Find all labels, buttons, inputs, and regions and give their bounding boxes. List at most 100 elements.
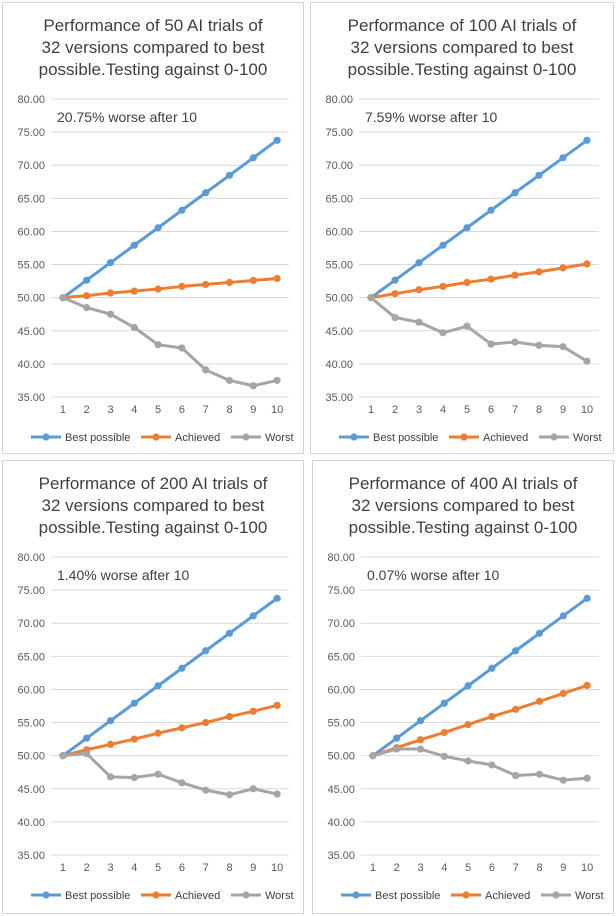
data-point [130, 323, 138, 332]
y-tick-label: 40.00 [17, 817, 45, 829]
data-point [416, 736, 425, 744]
chart-title-line: Performance of 200 AI trials of [39, 474, 268, 493]
legend-marker [552, 891, 560, 899]
x-tick-label: 3 [417, 862, 423, 874]
legend-marker [550, 433, 558, 441]
x-tick-label: 10 [581, 862, 593, 874]
data-point [535, 629, 544, 637]
legend-marker [42, 433, 50, 441]
data-point [416, 717, 425, 725]
data-point [464, 757, 472, 765]
data-point [83, 276, 91, 284]
data-point [367, 294, 375, 302]
data-point [154, 682, 162, 690]
y-tick-label: 70.00 [327, 618, 355, 630]
series-line [62, 703, 278, 758]
chart-title-line: possible.Testing against 0-100 [39, 518, 268, 537]
data-point [59, 752, 67, 760]
legend-entry: Achieved [175, 890, 220, 902]
x-tick-label: 6 [179, 862, 185, 874]
legend-marker [42, 891, 50, 899]
legend-marker [352, 891, 360, 899]
data-point [391, 290, 399, 298]
data-point [559, 776, 567, 784]
x-tick-label: 5 [155, 862, 161, 874]
data-point [249, 707, 257, 715]
data-point [202, 718, 210, 727]
x-tick-label: 2 [392, 404, 398, 416]
y-tick-label: 65.00 [327, 651, 355, 663]
chart-title-line: Performance of 50 AI trials of [43, 16, 262, 35]
x-tick-label: 7 [513, 862, 519, 874]
data-point [511, 271, 519, 279]
data-point [154, 770, 162, 778]
data-point [512, 705, 520, 713]
data-point [487, 340, 495, 348]
data-point [487, 275, 495, 283]
x-tick-label: 4 [441, 862, 447, 874]
data-point [512, 647, 520, 655]
series-line [370, 139, 588, 299]
x-tick-label: 7 [203, 404, 209, 416]
chart-annotation: 0.07% worse after 10 [367, 567, 500, 583]
data-point [583, 357, 591, 365]
data-point [559, 689, 567, 698]
x-tick-label: 8 [226, 862, 232, 874]
chart-panel-50-trials: Performance of 50 AI trials of 32 version… [2, 2, 304, 454]
y-tick-label: 55.00 [327, 718, 355, 730]
data-point [273, 790, 281, 798]
chart-panel-100-trials: Performance of 100 AI trials of 32 versio… [310, 2, 614, 454]
x-tick-label: 1 [368, 404, 374, 416]
y-tick-label: 45.00 [17, 326, 45, 338]
data-point [488, 712, 496, 721]
x-tick-label: 10 [271, 404, 283, 416]
series-line [62, 296, 278, 388]
data-point [463, 322, 471, 330]
data-point [439, 282, 447, 291]
legend-marker [242, 433, 250, 441]
y-tick-label: 70.00 [325, 160, 353, 172]
data-point [249, 785, 257, 793]
data-point [225, 712, 234, 721]
data-point [393, 734, 401, 742]
data-point [559, 343, 567, 351]
x-tick-label: 5 [465, 862, 471, 874]
legend-marker [462, 891, 470, 899]
data-point [83, 734, 91, 742]
chart-title-line: 32 versions compared to best [41, 496, 264, 515]
data-point [202, 647, 210, 655]
data-point [130, 735, 138, 743]
x-tick-label: 3 [107, 404, 113, 416]
y-tick-label: 35.00 [17, 392, 45, 404]
data-point [415, 318, 423, 326]
legend-marker [350, 433, 358, 441]
chart-annotation: 1.40% worse after 10 [57, 567, 190, 583]
data-point [130, 241, 138, 249]
x-tick-label: 4 [440, 404, 446, 416]
data-point [273, 136, 281, 144]
y-tick-label: 75.00 [17, 585, 45, 597]
data-point [83, 750, 91, 758]
data-point [464, 682, 472, 690]
x-tick-label: 8 [226, 404, 232, 416]
y-tick-label: 40.00 [17, 359, 45, 371]
data-point [488, 761, 496, 769]
y-tick-label: 60.00 [17, 226, 45, 238]
x-tick-label: 2 [84, 862, 90, 874]
series-line [62, 752, 278, 797]
y-tick-label: 60.00 [325, 226, 353, 238]
x-tick-label: 3 [107, 862, 113, 874]
chart-title-line: 32 versions compared to best [41, 38, 264, 57]
data-point [464, 720, 472, 729]
x-tick-label: 2 [394, 862, 400, 874]
series-line [372, 747, 588, 782]
data-point [439, 329, 447, 337]
data-point [83, 292, 91, 300]
legend-entry: Best possible [65, 890, 130, 902]
data-point [535, 268, 543, 276]
x-tick-label: 8 [536, 862, 542, 874]
y-tick-label: 65.00 [17, 193, 45, 205]
data-point [583, 681, 591, 690]
data-point [249, 276, 257, 285]
legend-entry: Achieved [485, 890, 530, 902]
